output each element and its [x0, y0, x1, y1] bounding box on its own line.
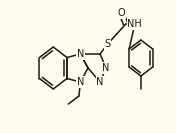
- Text: N: N: [96, 77, 104, 87]
- Text: N: N: [77, 49, 84, 59]
- Text: N: N: [77, 77, 84, 87]
- Text: O: O: [117, 8, 125, 18]
- Text: N: N: [102, 63, 110, 73]
- Text: S: S: [105, 39, 111, 49]
- Text: NH: NH: [127, 19, 142, 29]
